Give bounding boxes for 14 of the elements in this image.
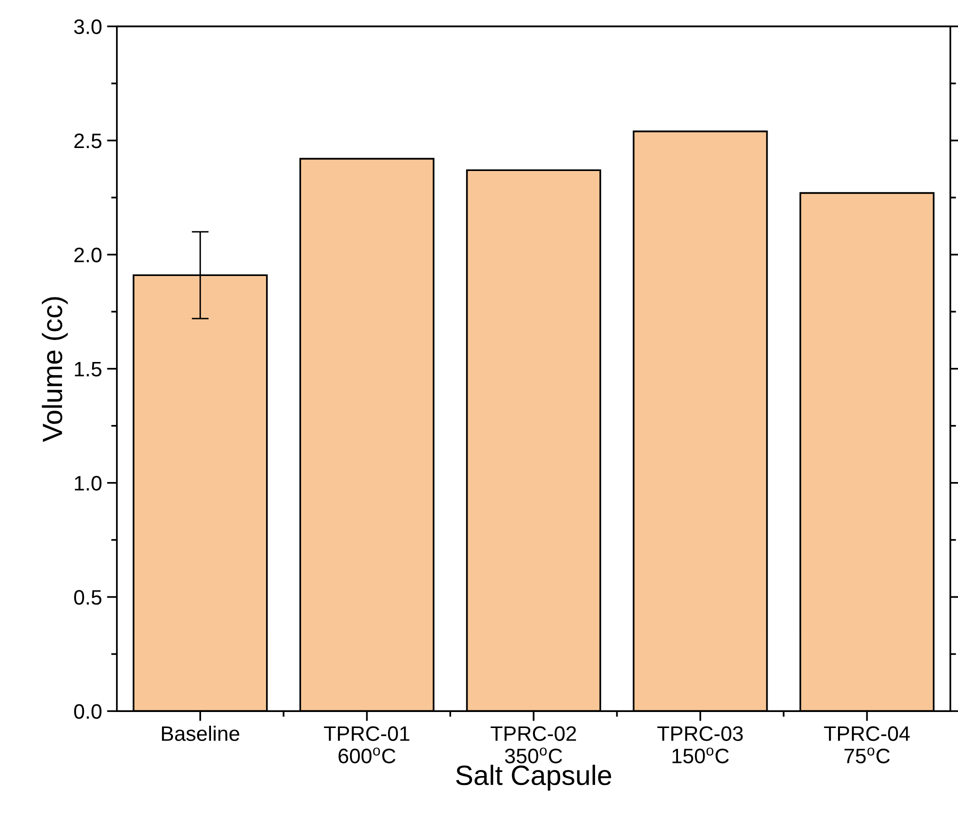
x-tick-label: TPRC-03 150$^{o}$C [657,726,743,764]
y-tick-label: 2.0 [74,248,102,262]
y-tick-label: 1.5 [74,362,102,376]
y-tick-label: 0.5 [74,590,102,605]
y-axis-title: Volume (cc) [42,297,68,442]
x-tick-label: TPRC-04 75$^{o}$C [824,726,910,764]
y-tick-label: 1.0 [74,476,102,491]
y-tick-label: 0.0 [74,704,102,719]
x-tick-label: TPRC-01 600$^{o}$C [324,726,410,764]
x-axis-title: Salt Capsule [456,764,612,791]
y-tick-label: 3.0 [74,19,102,34]
y-tick-label: 2.5 [74,133,102,148]
x-tick-label: Baseline [162,726,240,741]
x-tick-label: TPRC-02 350$^{o}$C [490,726,576,764]
